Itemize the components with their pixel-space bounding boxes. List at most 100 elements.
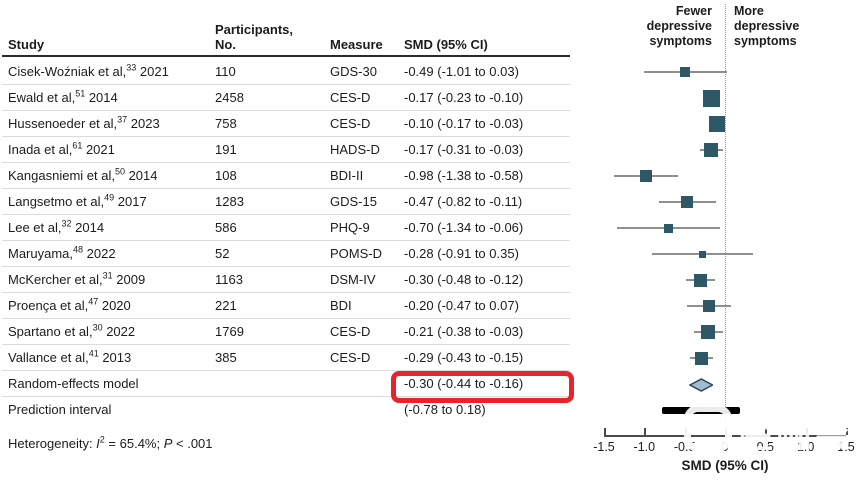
table-row-summary: Random-effects model -0.30 (-0.44 to -0.1…: [2, 371, 570, 397]
table-row: Inada et al,61 2021 191 HADS-D -0.17 (-0.31…: [2, 137, 570, 163]
reference-superscript: 50: [114, 166, 125, 177]
participants-count: 758: [215, 116, 237, 131]
axis-tick: [765, 428, 768, 435]
forest-square: [702, 89, 720, 107]
forest-square: [680, 67, 691, 77]
study-name: Langsetmo et al,49 2017: [8, 192, 147, 209]
smd-value: -0.17 (-0.31 to -0.03): [404, 142, 524, 157]
prediction-smd-value: (-0.78 to 0.18): [404, 402, 486, 417]
forest-square: [704, 143, 719, 157]
reference-superscript: 37: [117, 114, 128, 125]
smd-value: -0.98 (-1.38 to -0.58): [404, 168, 524, 183]
axis-tick-label: 1.0: [796, 440, 815, 454]
table-row: Lee et al,32 2014 586 PHQ-9 -0.70 (-1.34 to…: [2, 215, 570, 241]
measure-name: BDI: [330, 298, 352, 313]
reference-superscript: 61: [72, 140, 83, 151]
measure-name: CES-D: [330, 350, 371, 365]
participants-count: 1283: [215, 194, 244, 209]
measure-name: CES-D: [330, 324, 371, 339]
axis-tick: [644, 428, 647, 435]
forest-square: [708, 116, 725, 132]
forest-square: [695, 351, 709, 365]
participants-count: 191: [215, 142, 237, 157]
participants-count: 1163: [215, 272, 243, 287]
axis-tick-label: -1.5: [593, 440, 615, 454]
column-header-participants: Participants, No.: [215, 22, 294, 52]
table-row: Langsetmo et al,49 2017 1283 GDS-15 -0.47 (…: [2, 189, 570, 215]
reference-superscript: 47: [88, 296, 99, 307]
highlight-box: [391, 371, 574, 403]
prediction-label: Prediction interval: [8, 402, 112, 417]
study-name: Spartano et al,30 2022: [8, 322, 136, 339]
axis-tick: [846, 428, 848, 435]
table-row: Spartano et al,30 2022 1769 CES-D -0.21 (-0…: [2, 319, 570, 345]
participants-count: 385: [215, 350, 237, 365]
reference-superscript: 51: [75, 88, 86, 99]
participants-count: 1769: [215, 324, 244, 339]
table-row: Proença et al,47 2020 221 BDI -0.20 (-0.47 …: [2, 293, 570, 319]
summary-smd-value: -0.30 (-0.44 to -0.16): [404, 376, 524, 391]
measure-name: HADS-D: [330, 142, 380, 157]
measure-name: PHQ-9: [330, 220, 370, 235]
axis-tick: [805, 428, 808, 435]
plot-label-more-symptoms: More depressive symptoms: [734, 4, 800, 48]
smd-value: -0.17 (-0.23 to -0.10): [404, 90, 524, 105]
forest-square: [639, 170, 652, 182]
measure-name: GDS-15: [330, 194, 377, 209]
table-row-prediction: Prediction interval (-0.78 to 0.18): [2, 397, 570, 423]
smd-value: -0.29 (-0.43 to -0.15): [404, 350, 524, 365]
watermark-text: 医咖会: [738, 417, 853, 456]
column-header-smd: SMD (95% CI): [404, 37, 488, 52]
summary-label: Random-effects model: [8, 376, 139, 391]
table-row: Vallance et al,41 2013 385 CES-D -0.29 (-0.…: [2, 345, 570, 371]
participants-count: 110: [215, 64, 236, 79]
table-row: Hussenoeder et al,37 2023 758 CES-D -0.10 (…: [2, 111, 570, 137]
reference-superscript: 33: [126, 62, 137, 73]
table-row: Cisek-Woźniak et al,33 2021 110 GDS-30 -0.4…: [2, 59, 570, 85]
forest-square: [698, 250, 706, 258]
reference-superscript: 48: [73, 244, 84, 255]
header-rule: [2, 55, 570, 57]
smd-value: -0.28 (-0.91 to 0.35): [404, 246, 519, 261]
table-row: Kangasniemi et al,50 2014 108 BDI-II -0.98 …: [2, 163, 570, 189]
participants-count: 2458: [215, 90, 244, 105]
smd-value: -0.70 (-1.34 to -0.06): [404, 220, 524, 235]
measure-name: CES-D: [330, 116, 371, 131]
study-name: Proença et al,47 2020: [8, 296, 131, 313]
axis-tick-label: 1.5: [837, 440, 855, 454]
reference-superscript: 49: [104, 192, 115, 203]
study-name: Maruyama,48 2022: [8, 244, 116, 261]
measure-name: POMS-D: [330, 246, 382, 261]
het-p-symbol: P: [163, 436, 173, 451]
smd-value: -0.10 (-0.17 to -0.03): [404, 116, 524, 131]
het-mid: = 65.4%;: [104, 436, 164, 451]
smd-value: -0.20 (-0.47 to 0.07): [404, 298, 519, 313]
study-name: Kangasniemi et al,50 2014: [8, 166, 158, 183]
watermark-subtext-bar: [742, 451, 854, 460]
het-prefix: Heterogeneity:: [8, 436, 97, 451]
participants-count: 221: [215, 298, 237, 313]
watermark-logo: [684, 405, 732, 452]
axis-tick: [603, 428, 606, 435]
smd-value: -0.21 (-0.38 to -0.03): [404, 324, 524, 339]
study-name: McKercher et al,31 2009: [8, 270, 146, 287]
study-name: Ewald et al,51 2014: [8, 88, 118, 105]
table-row: McKercher et al,31 2009 1163 DSM-IV -0.30 (…: [2, 267, 570, 293]
axis-tick-label: 0.5: [756, 440, 775, 454]
measure-name: BDI-II: [330, 168, 364, 183]
axis-tick-label: -1.0: [633, 440, 656, 454]
column-header-measure: Measure: [330, 37, 383, 52]
smd-value: -0.30 (-0.48 to -0.12): [404, 272, 524, 287]
het-suffix: < .001: [172, 436, 213, 451]
study-name: Cisek-Woźniak et al,33 2021: [8, 62, 169, 79]
measure-name: CES-D: [330, 90, 371, 105]
reference-superscript: 30: [92, 322, 103, 333]
forest-square: [701, 325, 716, 339]
zero-reference-line: [725, 4, 726, 435]
smd-value: -0.47 (-0.82 to -0.11): [404, 194, 523, 209]
study-name: Vallance et al,41 2013: [8, 348, 132, 365]
study-name: Lee et al,32 2014: [8, 218, 105, 235]
het-i-sup: 2: [99, 434, 105, 445]
participants-count: 108: [215, 168, 237, 183]
